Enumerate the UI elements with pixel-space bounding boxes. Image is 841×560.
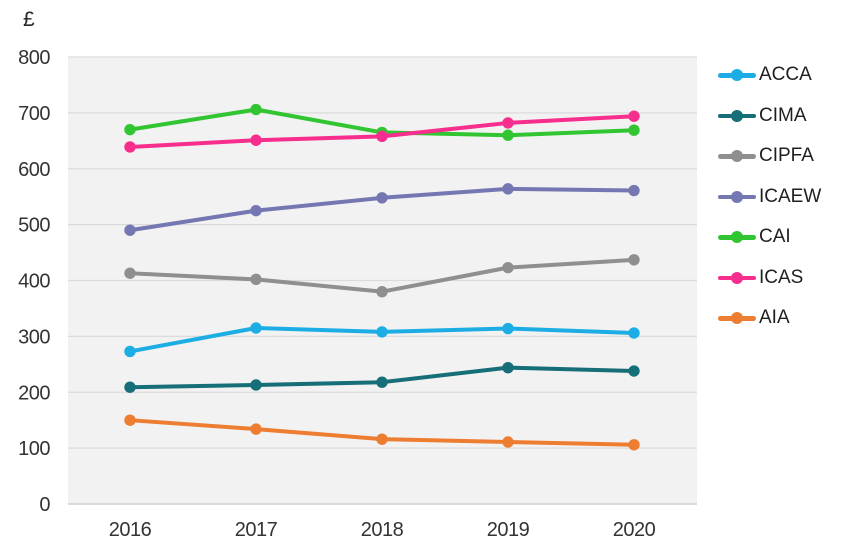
x-tick-label-2019: 2019	[487, 519, 530, 541]
legend-dot-cima	[731, 109, 743, 122]
legend-dot-cipfa	[731, 150, 743, 163]
data-point-acca-2016	[124, 345, 136, 358]
legend-label-cipfa: CIPFA	[759, 145, 814, 167]
legend-dot-icas	[731, 271, 743, 284]
data-point-cai-2020	[628, 124, 640, 136]
data-point-aia-2018	[376, 433, 388, 445]
data-point-icas-2020	[628, 110, 640, 122]
data-point-icaew-2019	[502, 183, 514, 195]
data-point-acca-2017	[250, 322, 262, 334]
legend-marker-icon-icas	[718, 271, 756, 285]
legend-marker-icon-aia	[718, 311, 756, 325]
legend-marker-icon-cima	[718, 109, 756, 123]
data-point-acca-2019	[502, 322, 514, 335]
data-point-cipfa-2016	[124, 267, 136, 279]
y-tick-label-100: 100	[18, 438, 50, 460]
legend-label-cai: CAI	[759, 226, 791, 248]
legend-item-aia: AIA	[718, 298, 821, 339]
data-point-acca-2020	[628, 327, 640, 339]
data-point-cipfa-2018	[376, 285, 388, 298]
legend-marker-icon-cipfa	[718, 149, 756, 163]
legend-item-cipfa: CIPFA	[718, 136, 821, 177]
legend-label-cima: CIMA	[759, 104, 807, 126]
y-tick-label-500: 500	[18, 215, 50, 237]
data-point-acca-2018	[376, 326, 388, 338]
data-point-cima-2019	[502, 361, 514, 374]
legend: ACCA CIMA CIPFA ICAEW CAI ICAS AIA	[718, 55, 821, 339]
legend-item-cima: CIMA	[718, 96, 821, 137]
data-point-cima-2018	[376, 376, 388, 388]
legend-item-icaew: ICAEW	[718, 177, 821, 218]
y-tick-label-700: 700	[18, 103, 50, 125]
legend-marker-icon-icaew	[718, 190, 756, 204]
x-tick-label-2017: 2017	[235, 519, 278, 541]
data-point-cipfa-2017	[250, 273, 262, 286]
x-tick-label-2020: 2020	[613, 519, 656, 541]
legend-dot-acca	[731, 69, 743, 82]
legend-marker-icon-acca	[718, 68, 756, 82]
data-point-aia-2016	[124, 414, 136, 426]
data-point-cai-2017	[250, 103, 262, 116]
data-point-cima-2020	[628, 365, 640, 377]
y-tick-label-0: 0	[39, 494, 50, 516]
data-point-cai-2019	[502, 129, 514, 141]
data-point-icas-2019	[502, 117, 514, 129]
legend-label-aia: AIA	[759, 307, 790, 329]
legend-dot-cai	[731, 231, 743, 244]
data-point-icas-2018	[376, 130, 388, 143]
legend-item-cai: CAI	[718, 217, 821, 258]
legend-label-icas: ICAS	[759, 266, 804, 288]
legend-dot-icaew	[731, 190, 743, 203]
legend-label-acca: ACCA	[759, 64, 812, 86]
data-point-aia-2019	[502, 436, 514, 448]
legend-marker-icon-cai	[718, 230, 756, 244]
data-point-icas-2017	[250, 134, 262, 146]
data-point-cipfa-2019	[502, 261, 514, 274]
y-axis-unit-label: £	[23, 8, 35, 31]
x-tick-label-2018: 2018	[361, 519, 404, 541]
legend-item-acca: ACCA	[718, 55, 821, 96]
data-point-cipfa-2020	[628, 254, 640, 266]
y-tick-label-400: 400	[18, 271, 50, 293]
data-point-icaew-2020	[628, 184, 640, 197]
legend-dot-aia	[731, 312, 743, 325]
data-point-icas-2016	[124, 141, 136, 153]
y-tick-label-600: 600	[18, 159, 50, 181]
y-tick-label-200: 200	[18, 382, 50, 404]
data-point-cai-2016	[124, 123, 136, 136]
legend-label-icaew: ICAEW	[759, 185, 822, 207]
data-point-icaew-2016	[124, 224, 136, 236]
data-point-icaew-2017	[250, 204, 262, 217]
legend-item-icas: ICAS	[718, 258, 821, 299]
data-point-icaew-2018	[376, 192, 388, 204]
y-tick-label-800: 800	[18, 47, 50, 69]
data-point-cima-2017	[250, 379, 262, 391]
data-point-aia-2020	[628, 439, 640, 451]
data-point-aia-2017	[250, 423, 262, 435]
y-tick-label-300: 300	[18, 326, 50, 348]
data-point-cima-2016	[124, 381, 136, 393]
x-tick-label-2016: 2016	[109, 519, 152, 541]
